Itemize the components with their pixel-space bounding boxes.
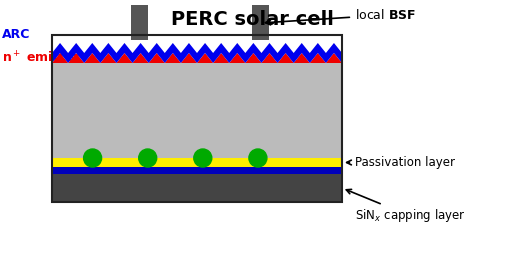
Bar — [52, 158, 342, 167]
Polygon shape — [52, 53, 342, 63]
Text: local $\bf{BSF}$: local $\bf{BSF}$ — [266, 8, 416, 25]
Bar — [52, 35, 342, 202]
Bar — [52, 174, 342, 202]
Bar — [247, 184, 269, 202]
Text: ARC: ARC — [2, 29, 30, 41]
Bar — [252, 5, 269, 40]
Circle shape — [194, 149, 212, 167]
Polygon shape — [52, 43, 342, 63]
Circle shape — [139, 149, 157, 167]
Bar — [82, 184, 104, 202]
Bar — [130, 5, 147, 40]
Bar — [52, 63, 342, 158]
Bar — [52, 167, 342, 174]
Text: Passivation layer: Passivation layer — [346, 156, 455, 169]
Circle shape — [84, 149, 102, 167]
Bar — [192, 184, 214, 202]
Text: PERC solar cell: PERC solar cell — [171, 10, 334, 29]
Bar — [302, 184, 324, 202]
Text: SiN$_x$ capping layer: SiN$_x$ capping layer — [346, 189, 466, 225]
Text: n$^+$ emitter: n$^+$ emitter — [2, 50, 81, 66]
Circle shape — [249, 149, 267, 167]
Bar — [137, 184, 159, 202]
